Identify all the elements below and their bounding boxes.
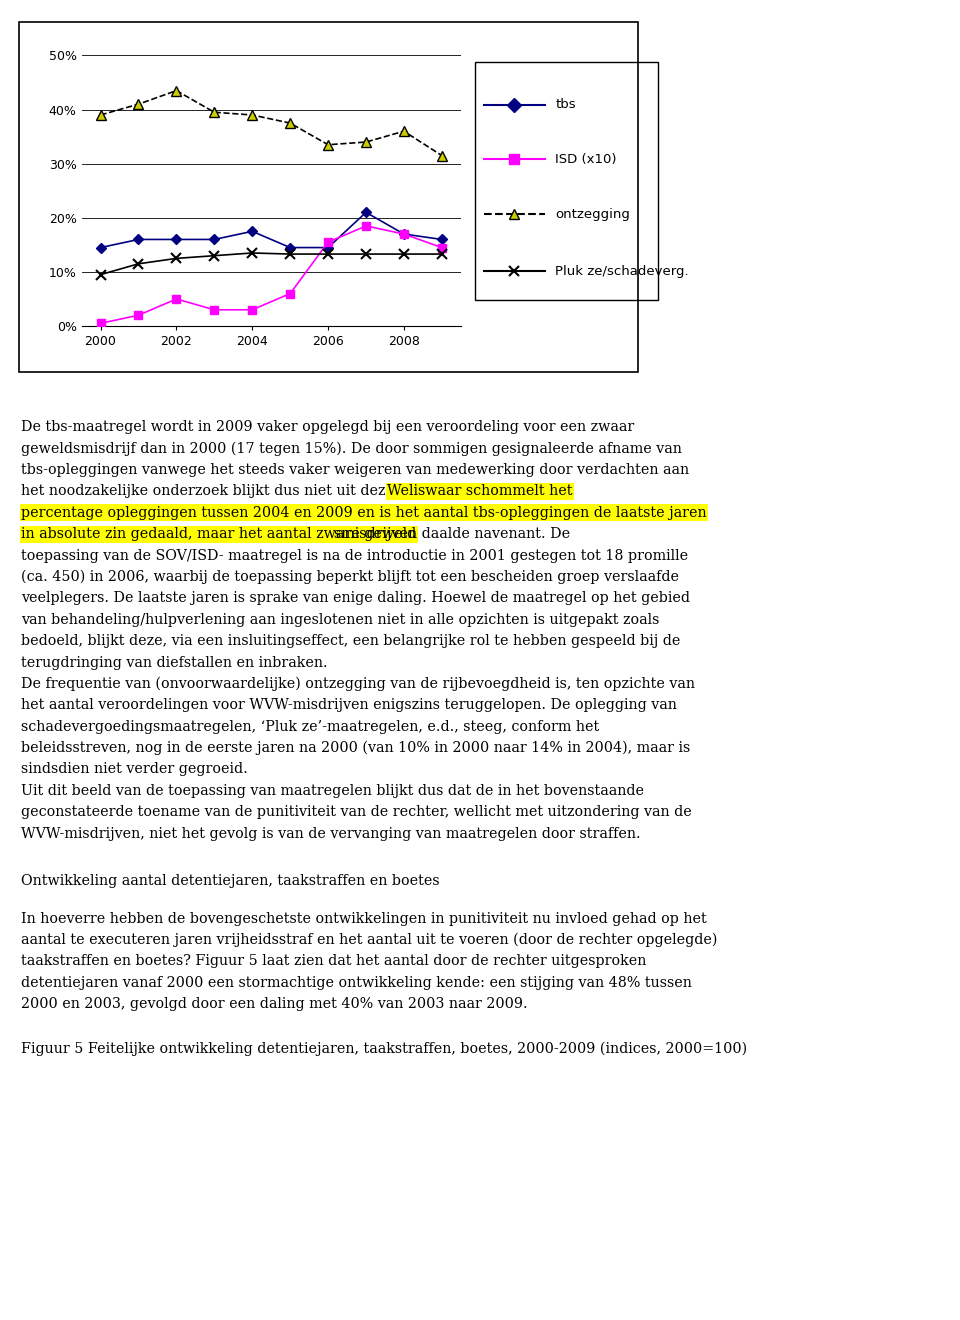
- Text: Ontwikkeling aantal detentiejaren, taakstraffen en boetes: Ontwikkeling aantal detentiejaren, taaks…: [21, 874, 440, 888]
- Text: Pluk ze/schadeverg.: Pluk ze/schadeverg.: [556, 264, 689, 277]
- Text: toepassing van de SOV/ISD- maatregel is na de introductie in 2001 gestegen tot 1: toepassing van de SOV/ISD- maatregel is …: [21, 549, 688, 562]
- Text: taakstraffen en boetes? Figuur 5 laat zien dat het aantal door de rechter uitges: taakstraffen en boetes? Figuur 5 laat zi…: [21, 954, 646, 969]
- Text: detentiejaren vanaf 2000 een stormachtige ontwikkeling kende: een stijging van 4: detentiejaren vanaf 2000 een stormachtig…: [21, 975, 692, 990]
- Text: geconstateerde toename van de punitiviteit van de rechter, wellicht met uitzonde: geconstateerde toename van de punitivite…: [21, 805, 692, 820]
- Text: Weliswaar schommelt het: Weliswaar schommelt het: [387, 484, 573, 499]
- Text: schadevergoedingsmaatregelen, ‘Pluk ze’-maatregelen, e.d., steeg, conform het: schadevergoedingsmaatregelen, ‘Pluk ze’-…: [21, 719, 599, 734]
- Text: Figuur 5 Feitelijke ontwikkeling detentiejaren, taakstraffen, boetes, 2000-2009 : Figuur 5 Feitelijke ontwikkeling detenti…: [21, 1041, 747, 1056]
- Text: aantal te executeren jaren vrijheidsstraf en het aantal uit te voeren (door de r: aantal te executeren jaren vrijheidsstra…: [21, 932, 717, 946]
- Text: het noodzakelijke onderzoek blijkt dus niet uit deze cijfers.: het noodzakelijke onderzoek blijkt dus n…: [21, 484, 452, 499]
- Text: van behandeling/hulpverlening aan ingeslotenen niet in alle opzichten is uitgepa: van behandeling/hulpverlening aan ingesl…: [21, 612, 660, 627]
- Text: De tbs-maatregel wordt in 2009 vaker opgelegd bij een veroordeling voor een zwaa: De tbs-maatregel wordt in 2009 vaker opg…: [21, 420, 635, 434]
- Text: De frequentie van (onvoorwaardelijke) ontzegging van de rijbevoegdheid is, ten o: De frequentie van (onvoorwaardelijke) on…: [21, 676, 695, 690]
- Text: tbs: tbs: [556, 98, 576, 111]
- Text: (ca. 450) in 2006, waarbij de toepassing beperkt blijft tot een bescheiden groep: (ca. 450) in 2006, waarbij de toepassing…: [21, 569, 679, 583]
- Text: veelplegers. De laatste jaren is sprake van enige daling. Hoewel de maatregel op: veelplegers. De laatste jaren is sprake …: [21, 591, 690, 606]
- Text: het aantal veroordelingen voor WVW-misdrijven enigszins teruggelopen. De opleggi: het aantal veroordelingen voor WVW-misdr…: [21, 698, 677, 713]
- Text: terugdringing van diefstallen en inbraken.: terugdringing van diefstallen en inbrake…: [21, 656, 327, 669]
- Text: geweldsmisdrijf dan in 2000 (17 tegen 15%). De door sommigen gesignaleerde afnam: geweldsmisdrijf dan in 2000 (17 tegen 15…: [21, 441, 682, 455]
- Text: WVW-misdrijven, niet het gevolg is van de vervanging van maatregelen door straff: WVW-misdrijven, niet het gevolg is van d…: [21, 826, 640, 841]
- Text: smisdrijven daalde navenant. De: smisdrijven daalde navenant. De: [334, 527, 570, 541]
- Text: tbs-opleggingen vanwege het steeds vaker weigeren van medewerking door verdachte: tbs-opleggingen vanwege het steeds vaker…: [21, 463, 689, 477]
- Text: ontzegging: ontzegging: [556, 207, 631, 220]
- Text: percentage opleggingen tussen 2004 en 2009 en is het aantal tbs-opleggingen de l: percentage opleggingen tussen 2004 en 20…: [21, 506, 707, 520]
- Text: In hoeverre hebben de bovengeschetste ontwikkelingen in punitiviteit nu invloed : In hoeverre hebben de bovengeschetste on…: [21, 912, 707, 925]
- Text: sindsdien niet verder gegroeid.: sindsdien niet verder gegroeid.: [21, 763, 248, 776]
- Text: in absolute zin gedaald, maar het aantal zware geweld: in absolute zin gedaald, maar het aantal…: [21, 527, 417, 541]
- Text: beleidsstreven, nog in de eerste jaren na 2000 (van 10% in 2000 naar 14% in 2004: beleidsstreven, nog in de eerste jaren n…: [21, 741, 690, 755]
- Text: bedoeld, blijkt deze, via een insluitingseffect, een belangrijke rol te hebben g: bedoeld, blijkt deze, via een insluiting…: [21, 634, 681, 648]
- Text: 2000 en 2003, gevolgd door een daling met 40% van 2003 naar 2009.: 2000 en 2003, gevolgd door een daling me…: [21, 997, 528, 1011]
- Text: ISD (x10): ISD (x10): [556, 153, 617, 166]
- Text: Uit dit beeld van de toepassing van maatregelen blijkt dus dat de in het bovenst: Uit dit beeld van de toepassing van maat…: [21, 784, 644, 797]
